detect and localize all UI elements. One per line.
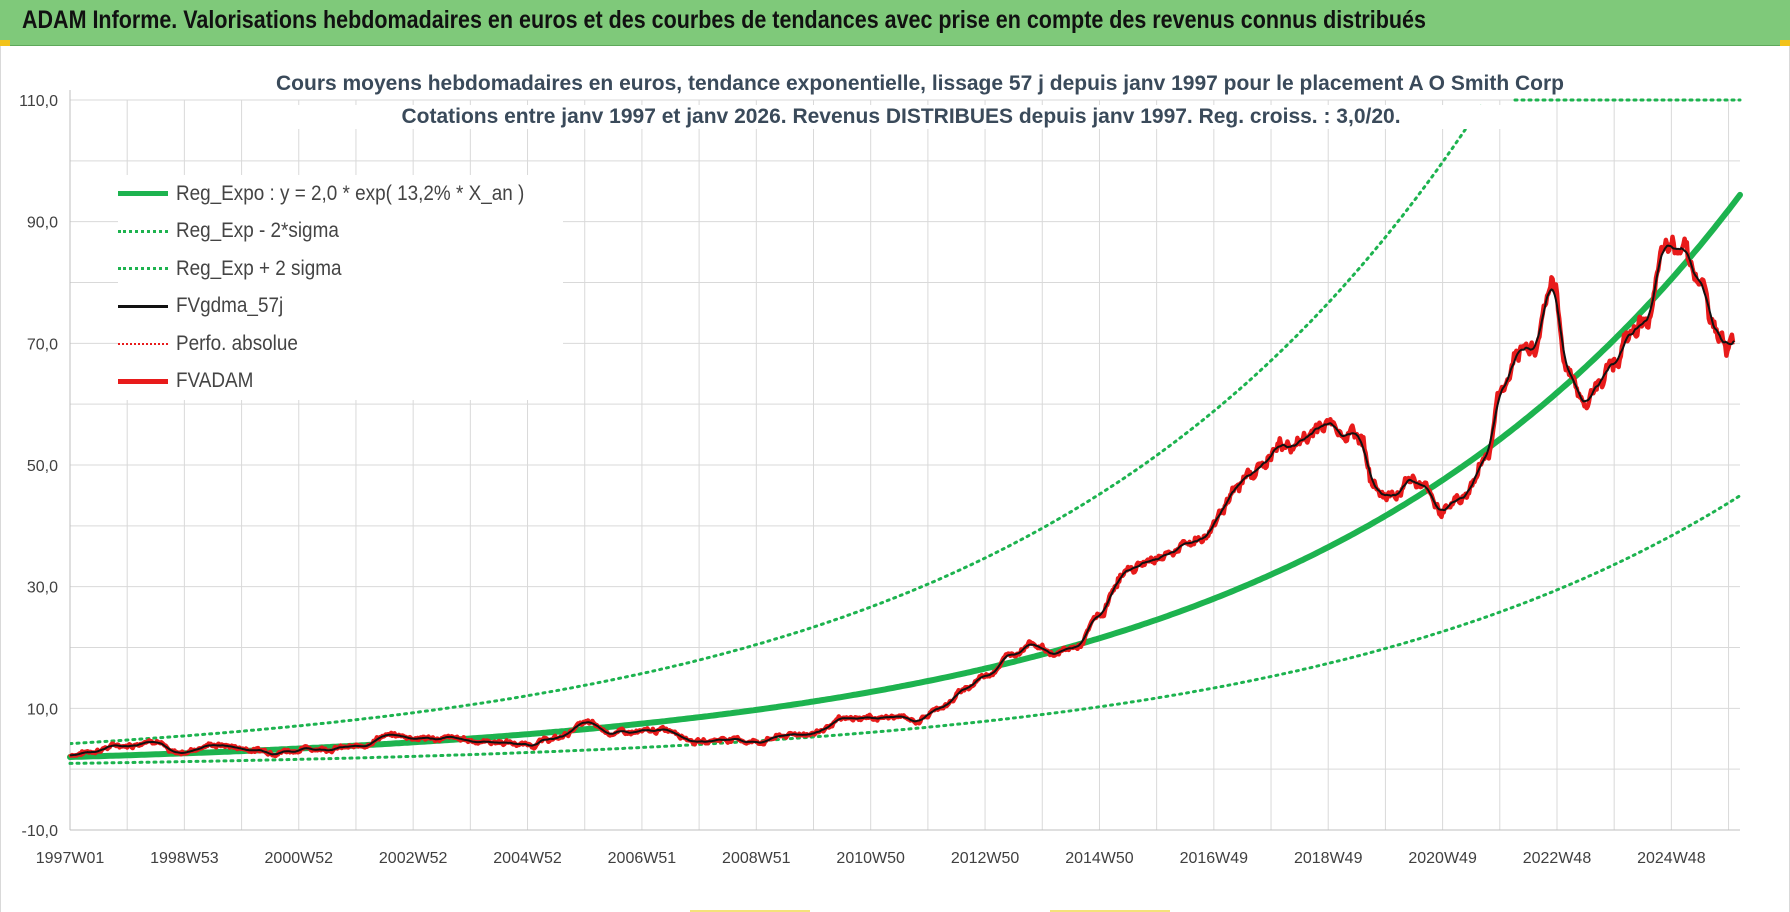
x-tick-label: 2018W49: [1294, 850, 1363, 867]
chart-title: Cours moyens hebdomadaires en euros, ten…: [270, 72, 1564, 96]
legend-item-perfo: Perfo. absolue: [118, 325, 563, 363]
chart-subtitle: Cotations entre janv 1997 et janv 2026. …: [270, 105, 1532, 129]
x-tick-label: 1997W01: [36, 850, 105, 867]
legend-swatch-reg-expo: [118, 191, 168, 197]
legend-label-reg-expo: Reg_Expo : y = 2,0 * exp( 13,2% * X_an ): [176, 181, 525, 205]
axis-labels: -10,0 10,0 30,0 50,0 70,0 90,0 110,0 1997W01 199…: [19, 93, 1706, 867]
legend-label-reg-minus: Reg_Exp - 2*sigma: [176, 219, 339, 243]
legend-label-reg-plus: Reg_Exp + 2 sigma: [176, 256, 342, 280]
legend-item-reg-plus: Reg_Exp + 2 sigma: [118, 250, 563, 288]
legend-item-reg-expo: Reg_Expo : y = 2,0 * exp( 13,2% * X_an ): [118, 175, 563, 213]
bottom-accent-right: [1050, 910, 1170, 912]
legend-swatch-fvgdma: [118, 304, 168, 308]
corner-marker-right: [1780, 40, 1790, 46]
reg-minus-line: [68, 494, 1742, 765]
x-tick-label: 2022W48: [1523, 850, 1592, 867]
x-tick-label: 2000W52: [265, 850, 334, 867]
y-tick-label: 30,0: [27, 580, 58, 597]
x-tick-label: 2006W51: [608, 850, 677, 867]
x-tick-label: 2004W52: [493, 850, 562, 867]
x-tick-label: 2008W51: [722, 850, 791, 867]
legend-label-perfo: Perfo. absolue: [176, 331, 298, 355]
legend-item-fvgdma: FVgdma_57j: [118, 288, 563, 326]
y-tick-label: 90,0: [27, 215, 58, 232]
x-tick-label: 2014W50: [1065, 850, 1134, 867]
corner-marker-left: [0, 40, 10, 46]
legend-item-fvadam: FVADAM: [118, 363, 563, 401]
legend-swatch-reg-minus: [118, 229, 168, 233]
chart-legend: Reg_Expo : y = 2,0 * exp( 13,2% * X_an )…: [118, 175, 563, 400]
legend-swatch-perfo: [118, 342, 168, 345]
legend-swatch-fvadam: [118, 378, 168, 384]
reg-plus-line: [70, 101, 1485, 746]
legend-label-fvadam: FVADAM: [176, 369, 254, 393]
header-bar: ADAM Informe. Valorisations hebdomadaire…: [0, 0, 1790, 46]
legend-swatch-reg-plus: [118, 267, 168, 271]
x-tick-label: 2024W48: [1637, 850, 1706, 867]
y-tick-label: 10,0: [27, 701, 58, 718]
legend-item-reg-minus: Reg_Exp - 2*sigma: [118, 213, 563, 251]
x-tick-label: 2020W49: [1408, 850, 1477, 867]
y-tick-label: -10,0: [22, 823, 59, 840]
bottom-accent-left: [690, 910, 810, 912]
header-title: ADAM Informe. Valorisations hebdomadaire…: [22, 6, 1426, 34]
y-tick-label: 50,0: [27, 458, 58, 475]
x-tick-label: 2010W50: [836, 850, 905, 867]
x-tick-label: 2016W49: [1180, 850, 1249, 867]
series-layer: [67, 98, 1743, 765]
x-tick-label: 2012W50: [951, 850, 1020, 867]
x-tick-label: 1998W53: [150, 850, 219, 867]
x-tick-label: 2002W52: [379, 850, 448, 867]
y-tick-label: 110,0: [19, 93, 58, 110]
y-tick-label: 70,0: [27, 336, 58, 353]
fvgdma-line: [70, 244, 1735, 757]
legend-label-fvgdma: FVgdma_57j: [176, 294, 284, 318]
